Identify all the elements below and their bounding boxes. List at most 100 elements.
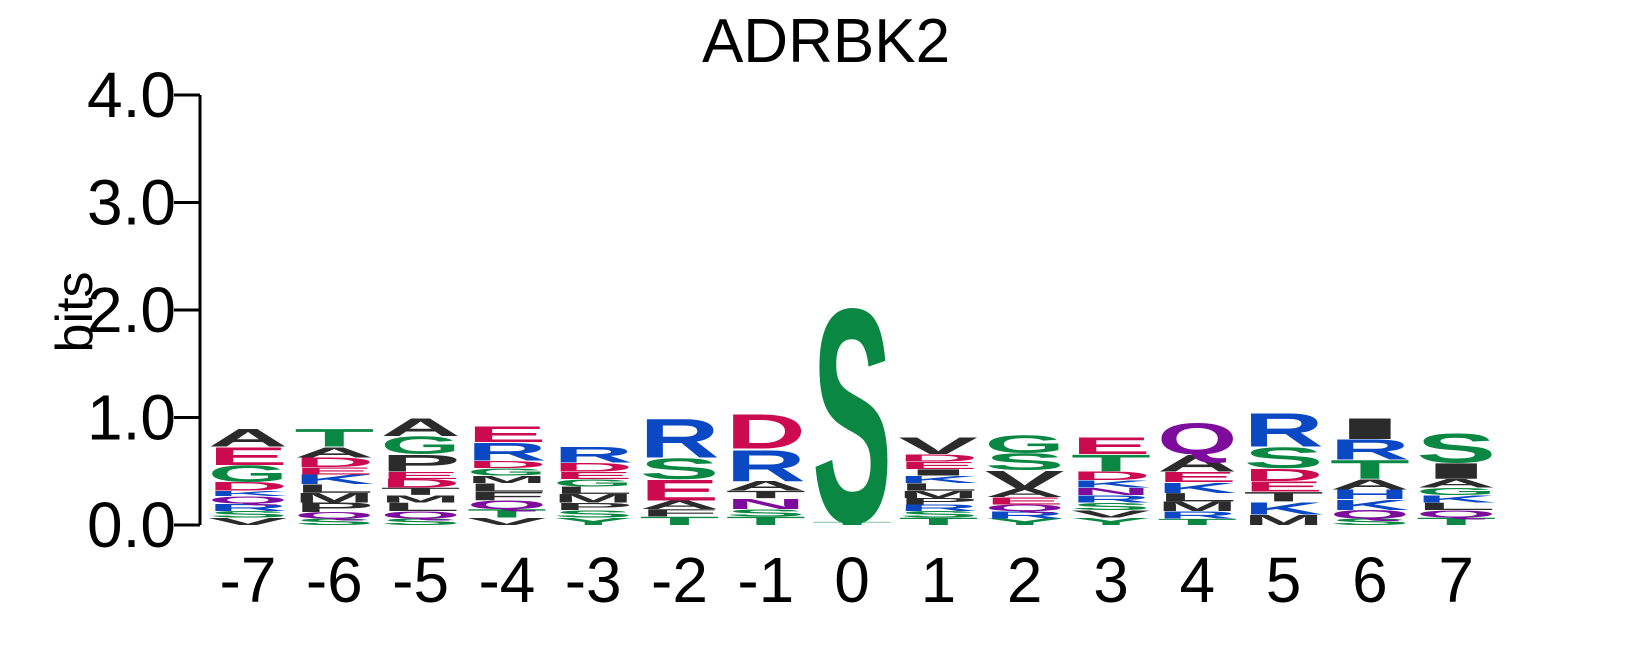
logo-letter: A (1330, 476, 1410, 493)
logo-letter: T (1157, 517, 1237, 527)
logo-letter: A (726, 479, 806, 494)
logo-letter: A (985, 486, 1065, 499)
logo-letter: K (1157, 479, 1237, 496)
logo-letter: E (553, 469, 633, 481)
logo-letter: K (294, 472, 374, 487)
logo-letter: K (898, 474, 978, 486)
logo-letter: V (1071, 508, 1151, 520)
logo-letter: G (381, 431, 461, 459)
logo-letter: Y (985, 517, 1065, 527)
logo-letter: M (467, 474, 547, 486)
logo-letter: H (1330, 487, 1410, 502)
logo-letter: R (1157, 509, 1237, 521)
logo-letter: T (1244, 489, 1324, 504)
logo-letter: D (467, 459, 547, 471)
logo-letter: S (726, 507, 806, 519)
logo-letter: M (381, 493, 461, 505)
logo-letter: F (640, 507, 720, 519)
x-tick-label: -3 (565, 544, 622, 616)
logo-letter: D (898, 452, 978, 464)
logo-letter: A (294, 444, 374, 461)
y-axis: 0.0 1.0 2.0 3.0 4.0 (87, 59, 202, 561)
logo-letter: G (985, 430, 1065, 458)
logo-letter: Q (294, 511, 374, 521)
logo-letter: M (898, 489, 978, 501)
logo-letter: N (726, 495, 806, 512)
chart-title: ADRBK2 (702, 7, 950, 76)
logo-letter: P (294, 500, 374, 515)
logo-letter: A (1416, 477, 1496, 490)
x-tick-label: -5 (392, 544, 449, 616)
logo-letter: M (1244, 512, 1324, 529)
x-tick-label: -6 (306, 544, 363, 616)
logo-letter: D (381, 477, 461, 490)
logo-letter: L (898, 481, 978, 493)
logo-letter: R (898, 503, 978, 513)
logo-letter: D (553, 460, 633, 473)
logo-letter: V (985, 466, 1065, 494)
logo-letter: M (294, 490, 374, 505)
logo-letter: G (208, 460, 288, 487)
logo-letter: V (467, 516, 547, 528)
logo-letter: G (1416, 486, 1496, 498)
logo-letter: E (1157, 469, 1237, 486)
logo-letter: R (726, 441, 806, 491)
logo-letter: F (467, 489, 547, 502)
x-tick-label: -1 (737, 544, 794, 616)
logo-letter: Q (1330, 508, 1410, 521)
logo-letter: K (208, 489, 288, 497)
logo-letter: K (1071, 478, 1151, 490)
y-axis-label: bits (46, 272, 104, 353)
logo-letter: R (1071, 493, 1151, 505)
logo-letter: A (640, 498, 720, 511)
logo-letter: S (208, 509, 288, 519)
logo-letter: I (1330, 412, 1410, 445)
logo-letter: R (1244, 404, 1324, 457)
x-tick-label: 7 (1438, 544, 1474, 616)
logo-letter: T (1330, 455, 1410, 485)
x-tick-label: 4 (1180, 544, 1216, 616)
logo-letter: S (1330, 517, 1410, 527)
logo-letter: E (898, 460, 978, 472)
logo-letter: S (898, 509, 978, 519)
x-tick-label: -2 (651, 544, 708, 616)
logo-letter: Q (1157, 413, 1237, 463)
logo-letter: R (1330, 434, 1410, 466)
logo-letter: E (467, 422, 547, 447)
logo-letter: M (553, 492, 633, 505)
logo-letter: Q (1416, 508, 1496, 520)
logo-letter: T (294, 424, 374, 452)
logo-letter: Q (381, 509, 461, 521)
logo-letter: L (1157, 491, 1237, 504)
logo-letter: L (467, 481, 547, 494)
logo-letter: L (553, 484, 633, 496)
logo-letter: T (640, 514, 720, 527)
logo-letter: S (553, 508, 633, 520)
logo-letter: G (553, 477, 633, 489)
logo-letter: P (381, 450, 461, 477)
logo-letter: L (1416, 500, 1496, 512)
logo-letter: D (1071, 469, 1151, 482)
logo-letter: R (985, 509, 1065, 521)
logo-letter: S (985, 449, 1065, 476)
logo-column: TS (812, 247, 892, 588)
logo-letter: G (467, 466, 547, 478)
logo-letter: D (1244, 465, 1324, 485)
logo-letter: T (1416, 516, 1496, 528)
y-tick-label: 1.0 (87, 382, 176, 454)
logo-letter: T (726, 514, 806, 527)
logo-letter: Q (208, 494, 288, 506)
logo-letter: T (898, 516, 978, 528)
logo-letter: S (1071, 501, 1151, 513)
x-tick-label: -4 (478, 544, 535, 616)
